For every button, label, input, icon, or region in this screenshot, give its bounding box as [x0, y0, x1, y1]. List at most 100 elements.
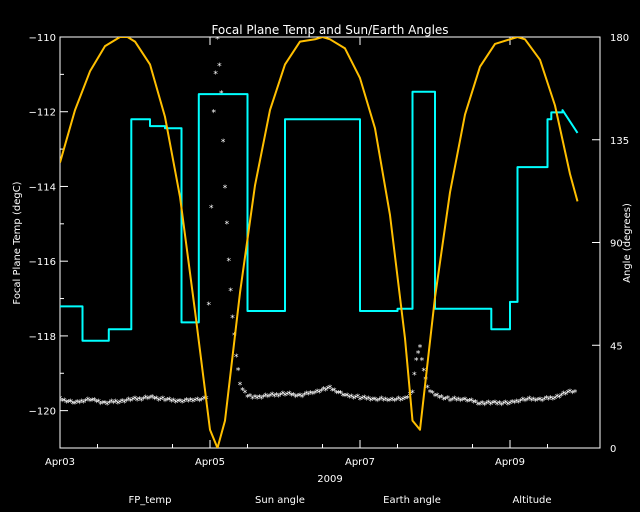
fp-temp-point: * — [126, 396, 131, 406]
fp-temp-point: * — [94, 399, 99, 409]
fp-temp-point: * — [296, 392, 301, 402]
fp-temp-point: * — [430, 390, 435, 400]
fp-temp-point: * — [439, 394, 444, 404]
fp-temp-point: * — [191, 398, 196, 408]
legend-item-fp_temp: FP_temp — [129, 495, 172, 506]
fp-temp-point: * — [510, 398, 515, 408]
x-tick-label: Apr07 — [345, 457, 375, 468]
fp-temp-point: * — [105, 401, 110, 411]
fp-temp-point: * — [101, 400, 106, 410]
y-tick-label-left: −114 — [29, 182, 56, 193]
fp-temp-point: * — [311, 391, 316, 401]
fp-temp-point: * — [446, 395, 451, 405]
fp-temp-point: * — [410, 389, 415, 399]
fp-temp-point: * — [330, 387, 335, 397]
fp-temp-point: * — [336, 389, 341, 399]
fp-temp-point: * — [253, 393, 258, 403]
fp-temp-point: * — [394, 396, 399, 406]
fp-temp-point: * — [225, 220, 230, 230]
fp-temp-point: * — [276, 393, 281, 403]
fp-temp-point: * — [353, 394, 358, 404]
fp-temp-point: * — [173, 399, 178, 409]
fp-temp-point: * — [90, 397, 95, 407]
fp-temp-point: * — [425, 384, 430, 394]
fp-temp-point: * — [207, 301, 212, 311]
fp-temp-point: * — [212, 109, 217, 119]
fp-temp-point: * — [178, 398, 183, 408]
fp-temp-point: * — [150, 394, 155, 404]
fp-temp-point: * — [516, 399, 521, 409]
fp-temp-point: * — [573, 388, 578, 398]
fp-temp-point: * — [484, 400, 489, 410]
fp-temp-point: * — [381, 397, 386, 407]
fp-temp-point: * — [345, 392, 350, 402]
fp-temp-point: * — [435, 392, 440, 402]
fp-temp-point: * — [75, 398, 80, 408]
fp-temp-point: * — [88, 398, 93, 408]
fp-temp-point: * — [321, 386, 326, 396]
fp-temp-point: * — [133, 395, 138, 405]
fp-temp-point: * — [392, 398, 397, 408]
fp-temp-point: * — [195, 396, 200, 406]
fp-temp-point: * — [79, 398, 84, 408]
y-tick-label-left: −118 — [29, 332, 56, 343]
fp-temp-point: * — [398, 397, 403, 407]
fp-temp-point: * — [497, 400, 502, 410]
fp-temp-point: * — [388, 397, 393, 407]
fp-temp-point: * — [228, 287, 233, 297]
fp-temp-point: * — [68, 398, 73, 408]
fp-temp-point: * — [92, 396, 97, 406]
fp-temp-point: * — [221, 138, 226, 148]
fp-temp-point: * — [358, 396, 363, 406]
fp-temp-point: * — [401, 396, 406, 406]
fp-temp-point: * — [137, 395, 142, 405]
y-tick-label-right: 90 — [610, 239, 623, 250]
y-tick-label-right: 135 — [610, 136, 629, 147]
fp-temp-point: * — [186, 398, 191, 408]
fp-temp-point: * — [64, 399, 69, 409]
fp-temp-point: * — [349, 393, 354, 403]
fp-temp-point: * — [338, 389, 343, 399]
fp-temp-point: * — [154, 395, 159, 405]
fp-temp-point: * — [234, 353, 239, 363]
fp-temp-point: * — [480, 400, 485, 410]
fp-temp-point: * — [493, 399, 498, 409]
fp-temp-point: * — [209, 204, 214, 214]
fp-temp-point: * — [139, 397, 144, 407]
fp-temp-point: * — [441, 396, 446, 406]
fp-temp-point: * — [465, 398, 470, 408]
fp-temp-point: * — [403, 395, 408, 405]
fp-temp-point: * — [390, 396, 395, 406]
fp-temp-point: * — [377, 396, 382, 406]
fp-temp-point: * — [291, 391, 296, 401]
fp-temp-point: * — [540, 397, 545, 407]
fp-temp-point: * — [383, 396, 388, 406]
fp-temp-point: * — [433, 393, 438, 403]
fp-temp-point: * — [83, 397, 88, 407]
chart-title: Focal Plane Temp and Sun/Earth Angles — [211, 23, 448, 37]
fp-temp-point: * — [362, 394, 367, 404]
fp-temp-point: * — [371, 396, 376, 406]
fp-temp-point: * — [405, 395, 410, 405]
fp-temp-point: * — [521, 396, 526, 406]
fp-temp-point: * — [518, 397, 523, 407]
fp-temp-point: * — [217, 62, 222, 72]
fp-temp-point: * — [268, 393, 273, 403]
legend: FP_temp Sun angle Earth angle Altitude — [129, 495, 552, 506]
fp-temp-point: * — [396, 395, 401, 405]
fp-temp-point: * — [236, 367, 241, 377]
fp-temp-point: * — [482, 401, 487, 411]
x-axis-label: 2009 — [317, 474, 342, 485]
x-tick-label: Apr09 — [495, 457, 525, 468]
altitude-line — [60, 37, 579, 448]
fp-temp-point: * — [501, 400, 506, 410]
fp-temp-point: * — [418, 344, 423, 354]
fp-temp-point: * — [298, 392, 303, 402]
fp-temp-point: * — [326, 385, 331, 395]
fp-temp-point: * — [77, 400, 82, 410]
fp-temp-point: * — [146, 395, 151, 405]
fp-temp-point: * — [263, 392, 268, 402]
fp-temp-point: * — [561, 390, 566, 400]
fp-temp-point: * — [60, 398, 65, 408]
y-tick-label-right: 0 — [610, 444, 616, 455]
